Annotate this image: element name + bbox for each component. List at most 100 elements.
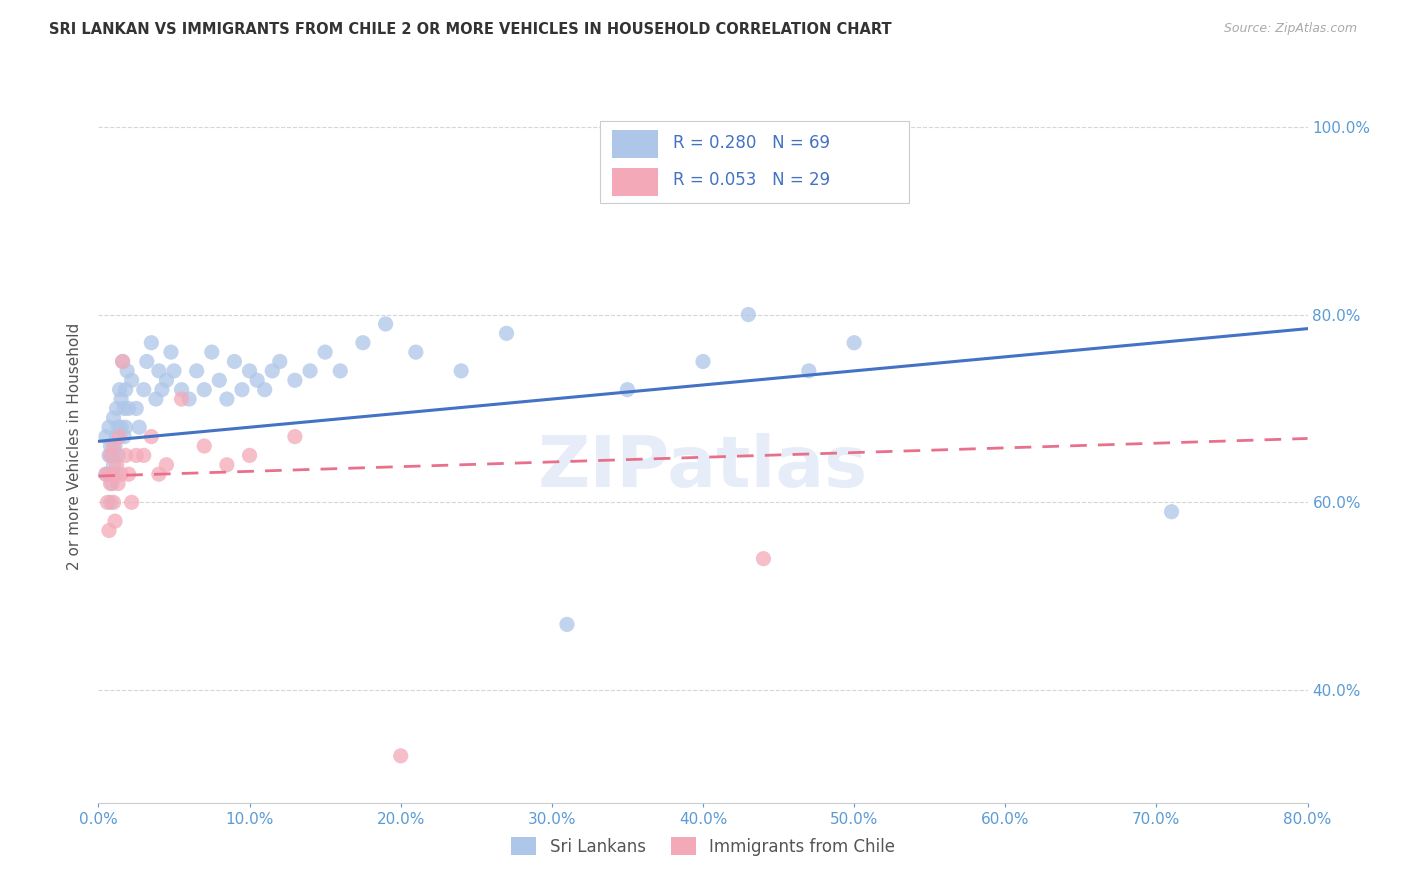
Legend: Sri Lankans, Immigrants from Chile: Sri Lankans, Immigrants from Chile — [505, 830, 901, 863]
Point — [108, 429, 131, 443]
Point — [132, 449, 155, 463]
Point — [374, 317, 396, 331]
Point — [215, 392, 238, 406]
Point — [179, 392, 201, 406]
Point — [132, 383, 155, 397]
FancyBboxPatch shape — [613, 130, 658, 159]
Point — [100, 439, 122, 453]
Point — [231, 383, 253, 397]
Point — [105, 401, 128, 416]
Point — [111, 354, 134, 368]
Point — [253, 383, 276, 397]
Point — [94, 429, 117, 443]
Point — [94, 467, 117, 482]
Point — [108, 383, 131, 397]
Point — [145, 392, 167, 406]
Point — [114, 383, 136, 397]
Point — [141, 335, 163, 350]
Point — [98, 420, 121, 434]
Text: SRI LANKAN VS IMMIGRANTS FROM CHILE 2 OR MORE VEHICLES IN HOUSEHOLD CORRELATION : SRI LANKAN VS IMMIGRANTS FROM CHILE 2 OR… — [49, 22, 891, 37]
Point — [737, 308, 759, 322]
Y-axis label: 2 or more Vehicles in Household: 2 or more Vehicles in Household — [67, 322, 83, 570]
Point — [148, 364, 170, 378]
Point — [125, 449, 148, 463]
Point — [103, 495, 125, 509]
Point — [163, 364, 186, 378]
Point — [111, 354, 134, 368]
Point — [284, 429, 307, 443]
Point — [262, 364, 284, 378]
Point — [150, 383, 173, 397]
Point — [155, 458, 177, 472]
Text: R = 0.053   N = 29: R = 0.053 N = 29 — [672, 171, 830, 189]
Point — [299, 364, 322, 378]
Point — [107, 449, 129, 463]
Point — [148, 467, 170, 482]
Point — [450, 364, 472, 378]
Point — [112, 429, 135, 443]
Point — [98, 524, 121, 538]
Point — [495, 326, 517, 341]
Point — [104, 514, 127, 528]
Point — [107, 420, 129, 434]
Point — [114, 449, 136, 463]
Point — [107, 476, 129, 491]
FancyBboxPatch shape — [600, 121, 908, 203]
Point — [98, 449, 121, 463]
Point — [239, 364, 262, 378]
Point — [752, 551, 775, 566]
Point — [405, 345, 427, 359]
Point — [170, 392, 193, 406]
Point — [193, 383, 215, 397]
Point — [224, 354, 246, 368]
Point — [170, 383, 193, 397]
Point — [121, 495, 143, 509]
Point — [141, 429, 163, 443]
Point — [616, 383, 638, 397]
Point — [201, 345, 224, 359]
Point — [246, 373, 269, 387]
Text: Source: ZipAtlas.com: Source: ZipAtlas.com — [1223, 22, 1357, 36]
Point — [105, 429, 128, 443]
Point — [389, 748, 412, 763]
Text: ZIPatlas: ZIPatlas — [538, 433, 868, 502]
Point — [125, 401, 148, 416]
Point — [104, 439, 127, 453]
Point — [101, 449, 124, 463]
Point — [94, 467, 117, 482]
Point — [269, 354, 291, 368]
Point — [797, 364, 820, 378]
FancyBboxPatch shape — [613, 168, 658, 196]
Point — [121, 373, 143, 387]
Text: R = 0.280   N = 69: R = 0.280 N = 69 — [672, 134, 830, 152]
Point — [193, 439, 215, 453]
Point — [284, 373, 307, 387]
Point — [98, 467, 121, 482]
Point — [314, 345, 336, 359]
Point — [100, 495, 122, 509]
Point — [103, 439, 125, 453]
Point — [101, 476, 124, 491]
Point — [118, 401, 141, 416]
Point — [112, 401, 135, 416]
Point — [110, 420, 132, 434]
Point — [96, 495, 118, 509]
Point — [1160, 505, 1182, 519]
Point — [110, 467, 132, 482]
Point — [118, 467, 141, 482]
Point — [115, 364, 138, 378]
Point — [155, 373, 177, 387]
Point — [135, 354, 157, 368]
Point — [104, 467, 127, 482]
Point — [352, 335, 374, 350]
Point — [103, 458, 125, 472]
Point — [329, 364, 352, 378]
Point — [100, 476, 122, 491]
Point — [555, 617, 578, 632]
Point — [103, 410, 125, 425]
Point — [160, 345, 183, 359]
Point — [215, 458, 238, 472]
Point — [101, 467, 124, 482]
Point — [128, 420, 150, 434]
Point — [105, 458, 128, 472]
